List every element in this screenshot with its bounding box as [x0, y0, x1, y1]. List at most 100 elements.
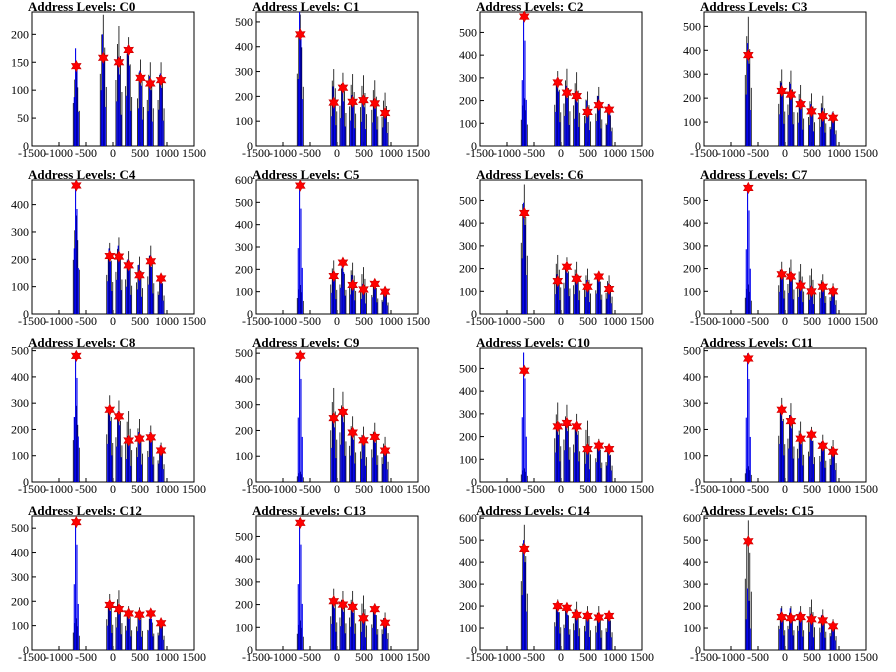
peak-star-marker: [603, 442, 615, 456]
peak-star-marker: [347, 426, 358, 439]
peak-star-marker: [155, 272, 167, 285]
peak-star-marker: [123, 607, 134, 620]
chart-panel: Address Levels: C9 0 100 200 300 400 500 -1500-…: [224, 335, 448, 504]
peak-star-marker: [145, 255, 157, 268]
chart-title: Address Levels: C3: [700, 0, 808, 14]
y-tick-label: 400: [683, 555, 701, 569]
y-tick-label: 500: [235, 529, 253, 543]
x-tick-label: -500: [523, 146, 545, 160]
y-tick-label: 400: [11, 370, 29, 384]
x-tick-label: -500: [523, 314, 545, 328]
y-tick-label: 200: [235, 89, 253, 103]
chart-panel: Address Levels: C8 0 100 200 300 400 500 -1500-…: [0, 335, 224, 504]
chart-title: Address Levels: C5: [252, 167, 360, 182]
peak-star-marker: [358, 434, 369, 447]
y-tick-label: 600: [459, 511, 477, 525]
y-tick-label: 300: [11, 396, 29, 410]
x-tick-label: 1000: [379, 482, 403, 496]
y-tick-label: 300: [235, 398, 253, 412]
x-tick-label: -1000: [269, 146, 297, 160]
peak-star-marker: [742, 352, 754, 365]
y-tick-label: 0: [247, 139, 253, 153]
peak-star-marker: [328, 96, 340, 109]
x-tick-label: -1000: [493, 314, 521, 328]
x-tick-label: 0: [334, 146, 340, 160]
chart-panel: Address Levels: C14 0 100 200 300 400 500 600 -1…: [448, 503, 672, 672]
chart-title: Address Levels: C8: [28, 335, 136, 350]
y-tick-label: 400: [683, 43, 701, 57]
y-tick-label: 100: [459, 284, 477, 298]
peak-star-marker: [70, 349, 82, 363]
chart-title: Address Levels: C12: [28, 503, 142, 518]
x-tick-label: -1500: [242, 482, 270, 496]
y-tick-label: 200: [683, 262, 701, 276]
x-tick-label: 1000: [379, 314, 403, 328]
peak-star-marker: [776, 403, 788, 416]
peak-star-marker: [123, 434, 134, 447]
x-tick-label: -1000: [45, 482, 73, 496]
peak-star-marker: [337, 81, 349, 94]
peak-star-marker: [347, 95, 358, 108]
x-tick-label: 1500: [630, 650, 654, 664]
x-tick-label: -1000: [717, 650, 745, 664]
x-tick-label: 1500: [630, 482, 654, 496]
peak-star-marker: [785, 270, 797, 283]
peak-star-marker: [294, 179, 306, 192]
x-tick-label: -1000: [493, 650, 521, 664]
y-tick-label: 400: [235, 372, 253, 386]
chart-panel: Address Levels: C5 0 100 200 300 400 500 600 -15…: [224, 167, 448, 336]
x-tick-label: 500: [355, 314, 373, 328]
chart-title: Address Levels: C9: [252, 335, 360, 350]
x-tick-label: -1500: [18, 650, 46, 664]
chart-title: Address Levels: C1: [252, 0, 359, 14]
peak-star-marker: [113, 250, 125, 263]
x-tick-label: -500: [299, 314, 321, 328]
peak-star-marker: [806, 428, 817, 441]
x-tick-label: -1500: [242, 146, 270, 160]
x-tick-label: -1500: [242, 650, 270, 664]
x-tick-label: 1500: [406, 482, 430, 496]
x-tick-label: 1500: [854, 314, 878, 328]
x-tick-label: 1000: [379, 146, 403, 160]
y-tick-label: 500: [683, 193, 701, 207]
y-tick-label: 100: [459, 621, 477, 635]
y-tick-label: 500: [11, 521, 29, 535]
x-tick-label: -500: [523, 650, 545, 664]
x-tick-label: 500: [131, 314, 149, 328]
y-tick-label: 200: [11, 594, 29, 608]
y-tick-label: 200: [683, 91, 701, 105]
peak-star-marker: [806, 613, 817, 626]
y-tick-label: 100: [11, 83, 29, 97]
peak-star-marker: [795, 610, 806, 624]
x-tick-label: 500: [131, 650, 149, 664]
y-tick-label: 500: [235, 15, 253, 29]
y-tick-label: 300: [235, 575, 253, 589]
x-tick-label: 0: [558, 650, 564, 664]
x-tick-label: 1000: [603, 650, 627, 664]
peak-star-marker: [571, 89, 582, 103]
x-tick-label: -1000: [45, 650, 73, 664]
peak-star-marker: [742, 48, 754, 62]
peak-star-marker: [806, 105, 817, 118]
peak-star-marker: [518, 206, 530, 220]
x-tick-label: -1000: [45, 314, 73, 328]
chart-panel: Address Levels: C7 0 100 200 300 400 500 -1500-…: [672, 167, 896, 336]
peak-star-marker: [134, 432, 145, 445]
x-tick-label: -1500: [690, 650, 718, 664]
x-tick-label: -500: [75, 650, 97, 664]
x-tick-label: 1000: [379, 650, 403, 664]
peak-star-marker: [144, 77, 156, 90]
x-tick-label: 1000: [603, 314, 627, 328]
x-tick-label: 1500: [182, 146, 206, 160]
x-tick-label: -500: [299, 650, 321, 664]
x-tick-label: 1500: [630, 314, 654, 328]
x-tick-label: 1500: [854, 146, 878, 160]
chart-svg: Address Levels: C10100200300400500-1500-…: [235, 0, 430, 160]
chart-panel: Address Levels: C10 0 100 200 300 400 500 -1500…: [448, 335, 672, 504]
chart-svg: Address Levels: C13 0 100 200 300 400 500 -1500…: [235, 503, 430, 664]
y-tick-label: 300: [459, 407, 477, 421]
peak-star-marker: [155, 617, 167, 630]
x-tick-label: 500: [131, 146, 149, 160]
x-tick-label: -1000: [717, 482, 745, 496]
x-tick-label: -500: [747, 482, 769, 496]
